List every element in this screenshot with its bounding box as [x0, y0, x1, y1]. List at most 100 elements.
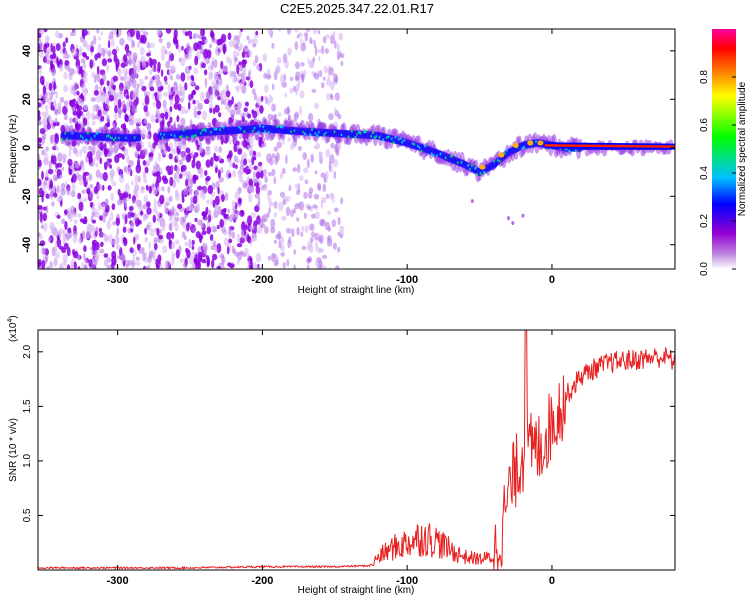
- heatmap-noise-cell: [54, 134, 59, 144]
- heatmap-ridge-hotspot: [512, 142, 519, 148]
- heatmap-noise-cell: [122, 226, 127, 233]
- heatmap-noise-cell: [115, 217, 121, 227]
- heatmap-noise-cell: [220, 194, 225, 203]
- heatmap-noise-cell: [290, 143, 294, 151]
- heatmap-noise-cell: [96, 72, 100, 83]
- heatmap-noise-cell: [124, 43, 130, 53]
- heatmap-noise-cell: [149, 42, 155, 49]
- heatmap-noise-cell: [214, 104, 220, 113]
- heatmap-noise-cell: [154, 73, 159, 84]
- heatmap-noise-cell: [103, 148, 109, 155]
- heatmap-noise-cell: [270, 202, 275, 207]
- heatmap-noise-cell: [181, 45, 184, 51]
- heatmap-noise-cell: [236, 101, 242, 110]
- heatmap-noise-cell: [236, 35, 240, 45]
- heatmap-noise-cell: [191, 76, 194, 82]
- heatmap-noise-cell: [195, 160, 201, 170]
- heatmap-ridge-halo: [584, 148, 590, 157]
- heatmap-noise-cell: [103, 101, 106, 110]
- heatmap-noise-cell: [133, 236, 136, 245]
- heatmap-noise-cell: [58, 32, 64, 39]
- heatmap-noise-cell: [78, 50, 82, 56]
- snr-y-axis-label: SNR (10 * v/v): [8, 418, 19, 482]
- heatmap-noise-cell: [145, 236, 149, 242]
- heatmap-noise-cell: [62, 41, 66, 49]
- heatmap-noise-cell: [140, 210, 144, 216]
- heatmap-noise-cell: [222, 43, 227, 54]
- heatmap-noise-cell: [263, 72, 267, 79]
- heatmap-noise-cell: [71, 48, 75, 57]
- heatmap-noise-cell: [289, 76, 294, 81]
- heatmap-noise-cell: [151, 67, 157, 73]
- heatmap-noise-cell: [64, 220, 68, 230]
- heatmap-noise-cell: [304, 225, 309, 233]
- heatmap-noise-cell: [129, 212, 135, 218]
- heatmap-noise-cell: [179, 173, 183, 179]
- heatmap-noise-cell: [107, 50, 112, 57]
- heatmap-noise-cell: [336, 43, 340, 52]
- heatmap-noise-cell: [155, 258, 159, 267]
- y-tick-label: 0: [21, 145, 33, 151]
- heatmap-noise-cell: [64, 209, 68, 215]
- heatmap-noise-cell: [300, 62, 305, 67]
- heatmap-noise-cell: [204, 38, 208, 45]
- heatmap-noise-cell: [83, 197, 88, 203]
- heatmap-noise-cell: [187, 50, 192, 60]
- heatmap-noise-cell: [83, 252, 86, 261]
- heatmap-noise-cell: [320, 172, 326, 178]
- heatmap-noise-cell: [255, 30, 258, 36]
- heatmap-noise-cell: [273, 201, 278, 209]
- heatmap-noise-cell: [246, 35, 250, 41]
- heatmap-noise-cell: [217, 80, 222, 88]
- heatmap-noise-cell: [89, 59, 93, 69]
- heatmap-noise-cell: [209, 107, 213, 114]
- heatmap-noise-cell: [100, 30, 104, 36]
- heatmap-noise-cell: [169, 116, 173, 124]
- heatmap-noise-cell: [156, 170, 161, 177]
- heatmap-noise-cell: [141, 85, 147, 92]
- heatmap-noise-cell: [100, 115, 105, 122]
- heatmap-noise-cell: [58, 102, 62, 110]
- heatmap-noise-cell: [179, 258, 185, 263]
- heatmap-noise-cell: [293, 120, 299, 125]
- heatmap-noise-cell: [46, 265, 50, 269]
- heatmap-noise-cell: [41, 135, 45, 145]
- heatmap-noise-cell: [321, 254, 328, 259]
- heatmap-noise-cell: [174, 172, 177, 180]
- heatmap-noise-cell: [103, 253, 109, 258]
- heatmap-noise-cell: [211, 224, 215, 230]
- heatmap-noise-cell: [100, 232, 106, 238]
- heatmap-noise-cell: [91, 211, 95, 217]
- heatmap-noise-cell: [140, 188, 145, 194]
- heatmap-noise-cell: [82, 219, 87, 225]
- heatmap-noise-cell: [219, 253, 225, 259]
- heatmap-noise-cell: [75, 58, 81, 69]
- x-tick-label: 0: [549, 575, 555, 587]
- heatmap-noise-cell: [330, 81, 335, 91]
- heatmap-noise-cell: [260, 170, 264, 179]
- heatmap-noise-cell: [90, 264, 96, 269]
- heatmap-noise-cell: [90, 97, 97, 102]
- heatmap-ridge-core: [137, 133, 142, 142]
- heatmap-noise-cell: [58, 64, 64, 72]
- heatmap-noise-cell: [164, 80, 169, 85]
- heatmap-noise-cell: [71, 140, 77, 147]
- heatmap-noise-cell: [62, 253, 68, 263]
- heatmap-noise-cell: [148, 251, 155, 259]
- heatmap-noise-cell: [62, 260, 67, 266]
- heatmap-noise-cell: [160, 112, 165, 119]
- heatmap-noise-cell: [190, 150, 194, 159]
- heatmap-noise-cell: [273, 70, 278, 81]
- heatmap-noise-cell: [214, 195, 220, 206]
- heatmap-noise-cell: [236, 64, 240, 75]
- heatmap-noise-cell: [213, 88, 219, 98]
- heatmap-noise-cell: [100, 241, 104, 247]
- heatmap-noise-cell: [295, 83, 300, 93]
- heatmap-noise-cell: [209, 234, 214, 241]
- colorbar: 0.0 0.2 0.4 0.6 0.8 Normalized spectral ampl…: [699, 29, 748, 276]
- heatmap-noise-cell: [87, 223, 93, 233]
- heatmap-noise-cell: [170, 241, 176, 250]
- heatmap-noise-cell: [218, 146, 222, 154]
- heatmap-noise-cell: [158, 37, 163, 44]
- heatmap-noise-cell: [217, 205, 222, 216]
